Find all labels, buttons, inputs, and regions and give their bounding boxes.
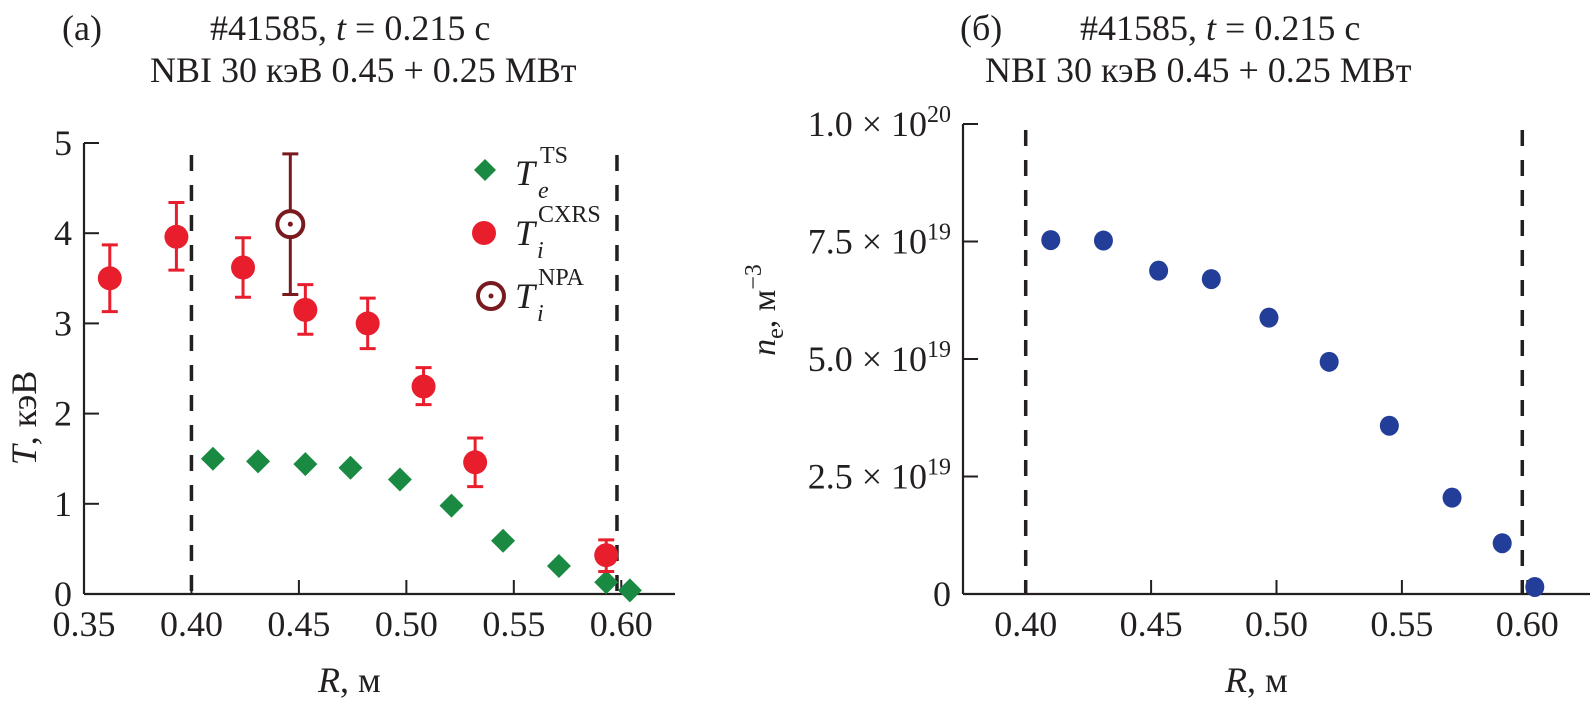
data-point-diamond — [439, 493, 464, 518]
panel-b-subtitle: NBI 30 кэВ 0.45 + 0.25 МВт — [985, 50, 1412, 90]
y-tick-label: 3 — [54, 303, 72, 343]
x-tick-label: 0.45 — [267, 604, 330, 644]
y-tick-label: 5 — [54, 123, 72, 163]
legend: T e TS T i CXRS T i NPA — [472, 143, 601, 327]
svg-text:T: T — [515, 213, 538, 253]
data-point-circle — [293, 297, 318, 322]
panel-b-title: #41585, t = 0.215 с — [1080, 8, 1360, 48]
y-tick-label: 1 — [54, 484, 72, 524]
x-tick-label: 0.60 — [590, 604, 653, 644]
legend-item-ti-cxrs: T i CXRS — [472, 202, 601, 264]
panel-a-xlabel: R, м — [317, 660, 381, 700]
data-point-diamond — [338, 455, 363, 480]
x-tick-label: 0.40 — [160, 604, 223, 644]
data-point-circle — [411, 374, 436, 399]
data-point-circle — [1379, 415, 1399, 436]
data-point-circle — [1259, 307, 1279, 328]
data-point-circle — [164, 224, 189, 249]
data-point-circle — [594, 543, 619, 568]
svg-text:i: i — [537, 301, 544, 327]
panel-a-ylabel: T, кэВ — [4, 371, 44, 466]
y-tick-label: 0 — [54, 574, 72, 614]
panel-a-title: #41585, t = 0.215 с — [210, 8, 490, 48]
data-point-circle — [97, 266, 122, 291]
y-tick-label: 0 — [933, 574, 951, 614]
legend-item-te-ts: T e TS — [474, 143, 568, 204]
data-point-circle — [1525, 576, 1545, 597]
panel-b-label: (б) — [960, 8, 1002, 48]
panel-a-label: (a) — [62, 8, 102, 48]
svg-text:T: T — [515, 276, 538, 316]
x-tick-label: 0.60 — [1496, 604, 1559, 644]
y-tick-label: 7.5 × 1019 — [808, 220, 951, 262]
y-tick-label: 2.5 × 1019 — [808, 455, 951, 497]
panel-b-plot: 0.40 0.45 0.50 0.55 0.60 0 2.5 × 1019 5.0 × 101… — [808, 102, 1590, 644]
panel-a-plot: 0.35 0.40 0.45 0.50 0.55 0.60 0 1 2 3 4 5 — [53, 123, 675, 644]
panel-b-ylabel: ne, м−3 — [741, 264, 789, 356]
svg-text:NPA: NPA — [538, 265, 584, 291]
y-tick-label: 4 — [54, 213, 72, 253]
data-point-circle — [1149, 260, 1169, 281]
x-tick-label: 0.45 — [1120, 604, 1183, 644]
svg-text:e: e — [538, 178, 549, 204]
data-point-circle — [1201, 269, 1221, 290]
data-point-diamond — [546, 554, 571, 579]
data-point-diamond — [491, 528, 516, 553]
x-tick-label: 0.50 — [375, 604, 438, 644]
x-tick-label: 0.40 — [994, 604, 1057, 644]
data-point-diamond — [594, 570, 619, 595]
x-tick-label: 0.55 — [482, 604, 545, 644]
data-point-diamond — [387, 467, 412, 492]
x-tick-label: 0.50 — [1245, 604, 1308, 644]
data-point-circle — [355, 311, 380, 336]
data-point-diamond — [200, 446, 225, 471]
svg-text:TS: TS — [540, 143, 568, 169]
y-tick-label: 1.0 × 1020 — [808, 102, 951, 144]
legend-diamond-marker — [474, 159, 496, 181]
svg-text:i: i — [537, 238, 544, 264]
data-point-circle — [1492, 533, 1512, 554]
svg-text:T: T — [515, 153, 538, 193]
y-tick-label: 5.0 × 1019 — [808, 337, 951, 379]
data-point-circle — [231, 255, 256, 280]
legend-item-ti-npa: T i NPA — [476, 265, 584, 327]
data-point-circle — [1093, 230, 1113, 251]
data-point-circle — [463, 450, 488, 475]
x-tick-label: 0.55 — [1370, 604, 1433, 644]
panel-b-xlabel: R, м — [1224, 660, 1288, 700]
data-point-diamond — [293, 452, 318, 477]
data-point-circle — [1319, 351, 1339, 372]
y-tick-label: 2 — [54, 394, 72, 434]
data-point-diamond — [617, 578, 642, 603]
x-tick-label: 0.35 — [53, 604, 116, 644]
legend-circle-dot-marker — [476, 281, 506, 311]
data-point-circle — [1442, 487, 1462, 508]
data-point-diamond — [246, 449, 271, 474]
legend-circle-marker — [472, 221, 496, 245]
panel-a-subtitle: NBI 30 кэВ 0.45 + 0.25 МВт — [150, 50, 577, 90]
svg-text:CXRS: CXRS — [538, 202, 601, 228]
data-point-center-dot — [287, 221, 293, 227]
data-point-circle — [1041, 230, 1061, 251]
